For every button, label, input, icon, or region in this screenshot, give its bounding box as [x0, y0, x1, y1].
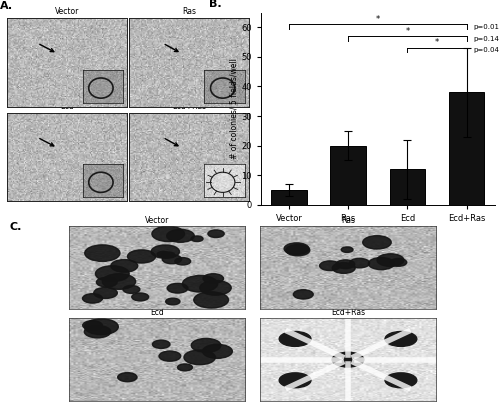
Text: C.: C. [10, 222, 22, 232]
Text: Ecd+Ras: Ecd+Ras [331, 308, 365, 317]
Text: p=0.04: p=0.04 [474, 48, 500, 53]
Text: Vector: Vector [144, 216, 169, 225]
Text: p=0.14: p=0.14 [474, 35, 500, 42]
Text: A.: A. [0, 0, 13, 10]
Text: *: * [406, 27, 409, 35]
Text: Ras: Ras [341, 216, 355, 225]
Bar [449, 93, 484, 205]
Bar [330, 146, 366, 205]
Bar [390, 169, 425, 205]
Text: *: * [376, 15, 380, 24]
Text: p=0.01: p=0.01 [474, 24, 500, 30]
Text: Ecd: Ecd [60, 102, 74, 111]
Text: B.: B. [209, 0, 222, 9]
Text: Ecd: Ecd [150, 308, 164, 317]
Text: Vector: Vector [55, 8, 80, 16]
Text: *: * [435, 38, 439, 48]
Text: Ras: Ras [182, 8, 196, 16]
Y-axis label: # of colonies/ 5 fields/well: # of colonies/ 5 fields/well [229, 58, 238, 159]
Text: Ecd+Ras: Ecd+Ras [172, 102, 206, 111]
Bar [272, 190, 307, 205]
